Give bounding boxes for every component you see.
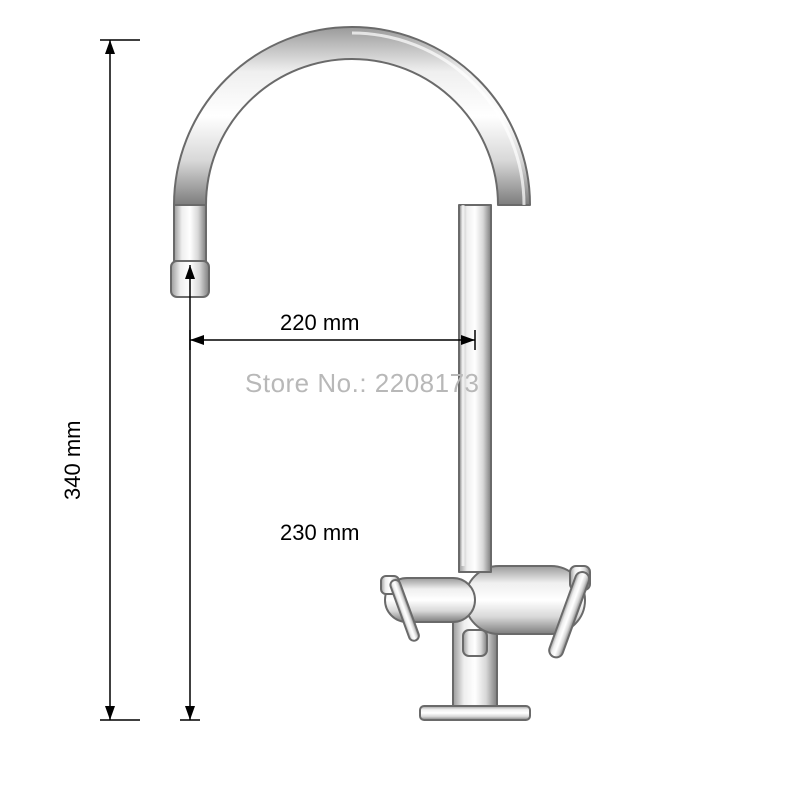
- dim-label-spout-height: 230 mm: [280, 520, 359, 546]
- dim-label-spout-reach: 220 mm: [280, 310, 359, 336]
- diagram-stage: 340 mm 220 mm 230 mm Store No.: 2208173: [0, 0, 800, 800]
- dim-label-height-overall: 340 mm: [60, 421, 86, 500]
- dimension-lines: [0, 0, 800, 800]
- watermark-text: Store No.: 2208173: [245, 368, 480, 399]
